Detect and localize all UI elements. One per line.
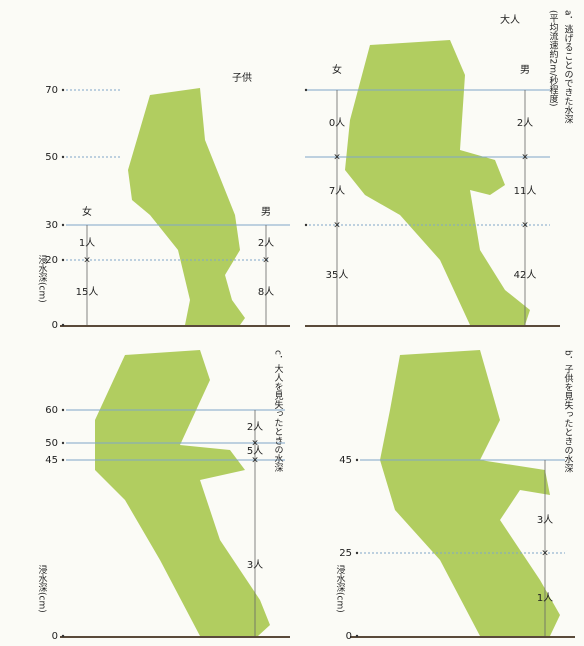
cross-mark: × bbox=[251, 439, 259, 449]
tick-label: 50 bbox=[45, 152, 58, 163]
tick-dot bbox=[61, 223, 65, 227]
tick-label: 70 bbox=[45, 85, 58, 96]
adult-leg bbox=[380, 350, 560, 636]
label: 0人 bbox=[329, 117, 345, 129]
label: 3人 bbox=[247, 559, 263, 571]
tick-label: 45 bbox=[339, 455, 352, 466]
label: 11人 bbox=[514, 185, 537, 197]
tick-label: 50 bbox=[45, 438, 58, 449]
adult-leg bbox=[95, 350, 270, 636]
cross-mark: × bbox=[541, 549, 549, 559]
label: 浸水深(cm) bbox=[37, 565, 48, 613]
label: 男 bbox=[261, 206, 271, 218]
tick-dot bbox=[61, 634, 65, 638]
label: 35人 bbox=[326, 269, 349, 281]
cross-mark: × bbox=[333, 153, 341, 163]
label: a．逃げることのできた水深 bbox=[563, 10, 574, 124]
tick-dot bbox=[61, 458, 65, 462]
tick-label: 25 bbox=[339, 548, 352, 559]
label: 3人 bbox=[537, 514, 553, 526]
tick-label: 30 bbox=[45, 220, 58, 231]
label: 子供 bbox=[232, 71, 252, 84]
label: 男 bbox=[520, 64, 530, 76]
cross-mark: × bbox=[521, 153, 529, 163]
tick-dot bbox=[304, 223, 308, 227]
label: 女 bbox=[332, 63, 342, 76]
tick-dot bbox=[304, 88, 308, 92]
child-leg bbox=[128, 88, 245, 325]
tick-dot bbox=[355, 634, 359, 638]
label: 7人 bbox=[329, 185, 345, 197]
label: 女 bbox=[82, 205, 92, 218]
label: 42人 bbox=[514, 269, 537, 281]
label: 2人 bbox=[517, 117, 533, 129]
tick-label: 0 bbox=[346, 631, 352, 642]
label: 2人 bbox=[247, 421, 263, 433]
cross-mark: × bbox=[262, 256, 270, 266]
tick-dot bbox=[355, 551, 359, 555]
cross-mark: × bbox=[83, 256, 91, 266]
tick-dot bbox=[61, 258, 65, 262]
label: b．子供を見失ったときの水深 bbox=[563, 350, 574, 474]
label: 8人 bbox=[258, 286, 274, 298]
tick-dot bbox=[61, 323, 65, 327]
label: 1人 bbox=[537, 592, 553, 604]
tick-dot bbox=[355, 458, 359, 462]
label: 2人 bbox=[258, 237, 274, 249]
label: 浸水深(cm) bbox=[335, 565, 346, 613]
label: 15人 bbox=[76, 286, 99, 298]
tick-dot bbox=[61, 441, 65, 445]
tick-dot bbox=[61, 155, 65, 159]
label: 大人 bbox=[500, 13, 520, 26]
label: 1人 bbox=[79, 237, 95, 249]
cross-mark: × bbox=[521, 221, 529, 231]
label: 5人 bbox=[247, 445, 263, 457]
cross-mark: × bbox=[251, 456, 259, 466]
tick-label: 45 bbox=[45, 455, 58, 466]
tick-dot bbox=[61, 88, 65, 92]
tick-label: 0 bbox=[52, 631, 58, 642]
label: (平均流速約2m/秒程度) bbox=[548, 10, 559, 107]
tick-label: 0 bbox=[52, 320, 58, 331]
adult-leg bbox=[345, 40, 530, 325]
tick-dot bbox=[61, 408, 65, 412]
tick-label: 20 bbox=[45, 255, 58, 266]
label: 浸水深(cm) bbox=[37, 255, 48, 303]
tick-label: 60 bbox=[45, 405, 58, 416]
label: c．大人を見失ったときの水深 bbox=[273, 350, 284, 473]
cross-mark: × bbox=[333, 221, 341, 231]
